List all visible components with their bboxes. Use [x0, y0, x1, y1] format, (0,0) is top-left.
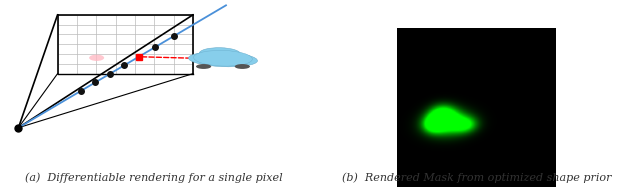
Ellipse shape — [235, 64, 250, 69]
Ellipse shape — [196, 64, 211, 69]
Ellipse shape — [194, 50, 252, 66]
Ellipse shape — [89, 55, 104, 61]
Text: (b)  Rendered Mask from optimized shape prior: (b) Rendered Mask from optimized shape p… — [342, 173, 612, 183]
Text: (a)  Differentiable rendering for a single pixel: (a) Differentiable rendering for a singl… — [25, 173, 282, 183]
Ellipse shape — [189, 52, 257, 67]
Ellipse shape — [199, 48, 241, 60]
